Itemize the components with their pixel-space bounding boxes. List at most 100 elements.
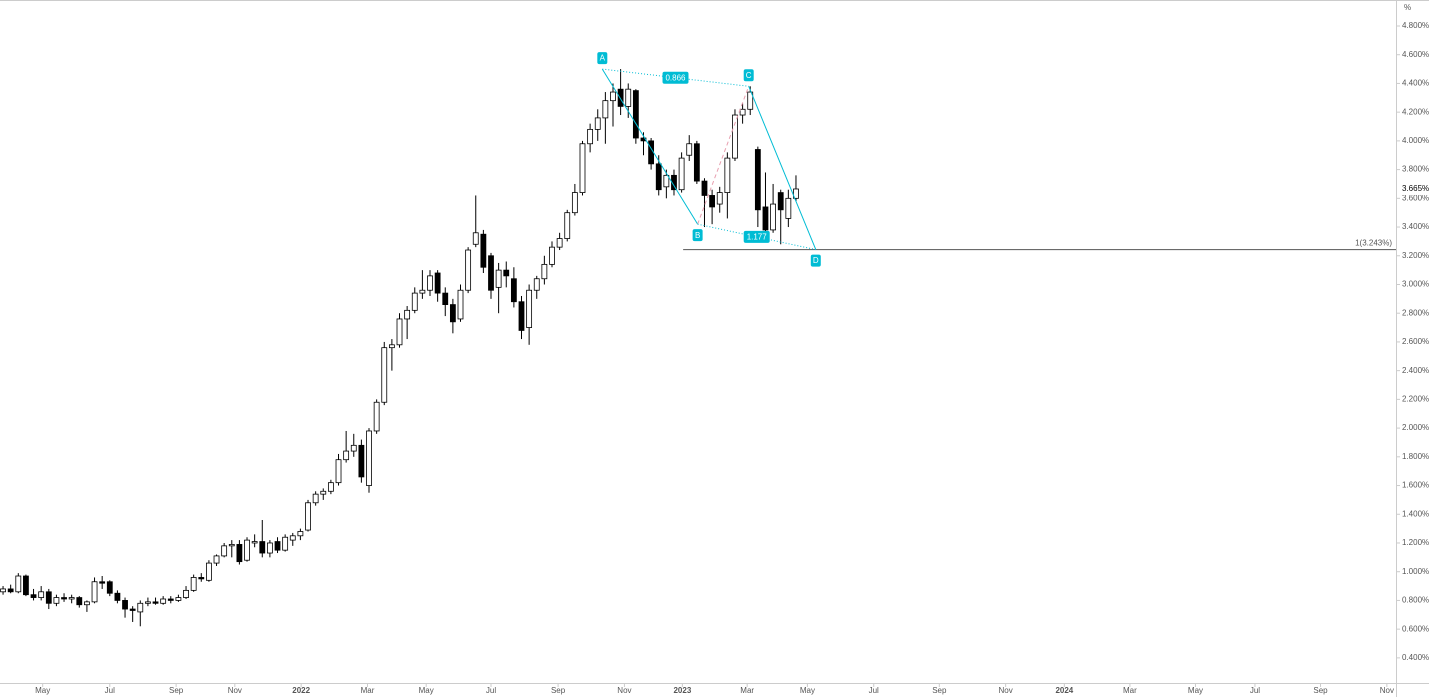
candle-body <box>213 555 220 564</box>
candle-body <box>701 180 708 196</box>
candle-body <box>206 562 212 581</box>
candle-body <box>68 597 75 600</box>
candle-body <box>358 444 365 478</box>
candle-body <box>244 539 250 561</box>
y-tick-label: 4.600% <box>1402 50 1429 59</box>
candle-body <box>526 289 533 328</box>
candle-body <box>442 292 449 305</box>
x-tick-label: Sep <box>932 686 947 695</box>
y-tick-label: 1.800% <box>1402 452 1429 461</box>
candle-body <box>770 203 776 231</box>
candle-body <box>655 163 662 191</box>
candle-body <box>434 272 441 294</box>
candle-body <box>411 292 418 311</box>
point-badge <box>692 229 703 242</box>
x-tick-label: Nov <box>999 686 1013 695</box>
last-price-badge <box>1397 182 1429 195</box>
y-tick-label: 4.200% <box>1402 107 1429 116</box>
x-tick-label: May <box>1188 686 1203 695</box>
x-tick-label: 2022 <box>292 686 310 695</box>
ratio-badge <box>662 71 689 84</box>
candle-body <box>167 598 174 601</box>
candle-body <box>76 597 83 606</box>
candle-body <box>427 275 433 291</box>
candle-body <box>747 91 754 110</box>
y-tick-label: 0.400% <box>1402 653 1429 662</box>
x-tick-label: Nov <box>1380 686 1394 695</box>
candle-body <box>0 588 6 593</box>
candle-body <box>190 577 197 591</box>
candle-body <box>259 541 266 554</box>
y-tick-label: 0.600% <box>1402 624 1429 633</box>
candle-body <box>602 100 609 119</box>
x-tick-label: Sep <box>169 686 184 695</box>
x-tick-label: May <box>800 686 815 695</box>
candle-body <box>236 544 243 563</box>
candle-body <box>488 255 494 291</box>
candle-body <box>91 581 98 603</box>
candle-body <box>38 591 45 598</box>
candle-body <box>579 143 586 193</box>
point-label: B <box>695 231 700 240</box>
candle-body <box>617 88 624 107</box>
candle-body <box>625 88 632 107</box>
candle-body <box>465 249 472 291</box>
candle-body <box>480 233 487 268</box>
y-tick-label: 2.200% <box>1402 394 1429 403</box>
x-tick-label: 2024 <box>1055 686 1073 695</box>
candle-body <box>305 502 311 531</box>
x-tick-label: Mar <box>740 686 754 695</box>
pattern-ratio-line <box>602 68 749 87</box>
ratio-badge <box>743 230 770 243</box>
candle-body <box>23 575 29 596</box>
y-unit: % <box>1404 3 1411 12</box>
candle-body <box>724 157 731 193</box>
candle-body <box>510 278 517 303</box>
candle-body <box>350 444 357 452</box>
x-tick-label: Mar <box>361 686 375 695</box>
candle-body <box>495 269 502 288</box>
y-tick-label: 4.400% <box>1402 79 1429 88</box>
x-tick-label: Nov <box>617 686 631 695</box>
candle-body <box>571 192 578 214</box>
candle-body <box>457 289 464 320</box>
candle-body <box>221 545 228 557</box>
candle-body <box>449 304 456 323</box>
candle-body <box>777 192 784 211</box>
candle-body <box>145 601 151 604</box>
candle-body <box>61 597 67 600</box>
x-tick-label: 2023 <box>673 686 691 695</box>
y-tick-label: 3.200% <box>1402 251 1429 260</box>
x-tick-label: Jul <box>869 686 879 695</box>
candle-body <box>564 212 571 239</box>
y-tick-label: 3.800% <box>1402 165 1429 174</box>
y-tick-label: 1.200% <box>1402 538 1429 547</box>
y-tick-label: 1.400% <box>1402 509 1429 518</box>
x-tick-label: Jul <box>1250 686 1260 695</box>
candle-body <box>99 581 106 584</box>
point-badge <box>810 254 821 267</box>
candle-body <box>693 143 700 182</box>
candle-body <box>175 597 182 601</box>
y-tick-label: 1.600% <box>1402 481 1429 490</box>
point-label: A <box>600 54 606 63</box>
candle-body <box>793 188 799 199</box>
candle-body <box>228 544 235 547</box>
ratio-label: 1.177 <box>747 232 768 241</box>
y-tick-label: 3.000% <box>1402 280 1429 289</box>
candle-body <box>632 90 639 139</box>
y-tick-label: 3.400% <box>1402 222 1429 231</box>
candle-body <box>289 535 296 541</box>
candle-body <box>137 602 144 613</box>
candle-body <box>45 591 52 604</box>
candle-body <box>503 269 510 277</box>
candle-body <box>716 192 723 205</box>
y-tick-label: 1.000% <box>1402 567 1429 576</box>
ratio-label: 0.866 <box>665 73 686 82</box>
candle-body <box>320 490 327 495</box>
last-price-label: 3.665% <box>1402 184 1429 193</box>
candle-body <box>732 114 738 159</box>
candle-body <box>472 232 479 245</box>
candle-body <box>549 246 555 265</box>
x-tick-label: Mar <box>1123 686 1137 695</box>
